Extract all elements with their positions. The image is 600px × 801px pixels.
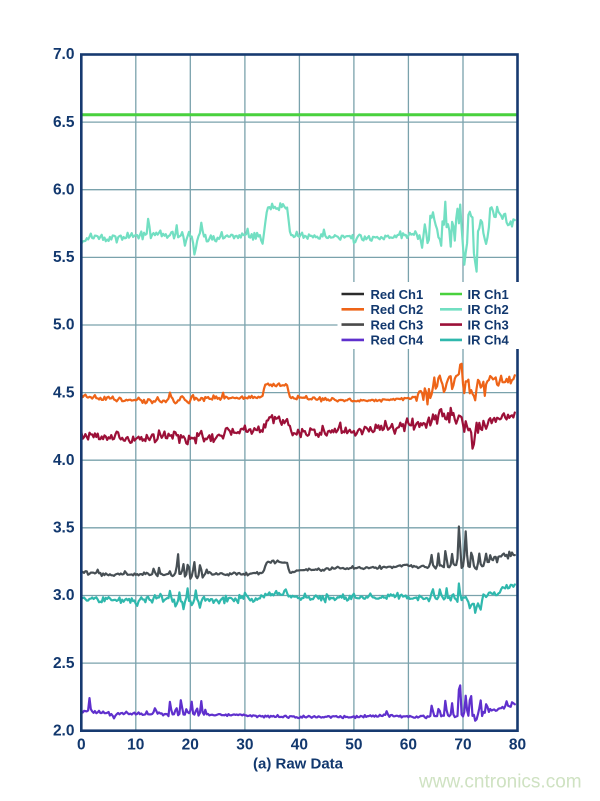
svg-text:Red Ch3: Red Ch3 [371, 317, 424, 332]
svg-text:20: 20 [182, 737, 199, 754]
svg-text:10: 10 [127, 737, 144, 754]
svg-text:6.5: 6.5 [53, 114, 75, 131]
svg-text:4.0: 4.0 [53, 452, 75, 469]
svg-text:IR Ch2: IR Ch2 [468, 302, 509, 317]
svg-text:30: 30 [236, 737, 253, 754]
svg-text:6.0: 6.0 [53, 181, 75, 198]
svg-text:IR Ch4: IR Ch4 [468, 333, 510, 348]
svg-text:40: 40 [291, 737, 308, 754]
svg-text:Red Ch1: Red Ch1 [371, 287, 424, 302]
svg-text:3.0: 3.0 [53, 587, 75, 604]
svg-text:(a) Raw Data: (a) Raw Data [253, 756, 344, 773]
svg-text:IR Ch3: IR Ch3 [468, 317, 509, 332]
svg-text:7.0: 7.0 [53, 46, 75, 63]
svg-text:Red Ch4: Red Ch4 [371, 333, 425, 348]
svg-text:70: 70 [454, 737, 471, 754]
svg-text:3.5: 3.5 [53, 520, 75, 537]
svg-text:0: 0 [77, 737, 86, 754]
svg-text:80: 80 [509, 737, 526, 754]
svg-text:5.5: 5.5 [53, 249, 75, 266]
svg-text:2.0: 2.0 [53, 722, 75, 739]
svg-text:2.5: 2.5 [53, 655, 75, 672]
svg-text:60: 60 [400, 737, 417, 754]
svg-text:4.5: 4.5 [53, 384, 75, 401]
svg-text:www.cntronics.com: www.cntronics.com [418, 772, 582, 793]
svg-text:IR Ch1: IR Ch1 [468, 287, 509, 302]
svg-text:5.0: 5.0 [53, 317, 75, 334]
svg-text:50: 50 [345, 737, 362, 754]
svg-text:Red Ch2: Red Ch2 [371, 302, 424, 317]
